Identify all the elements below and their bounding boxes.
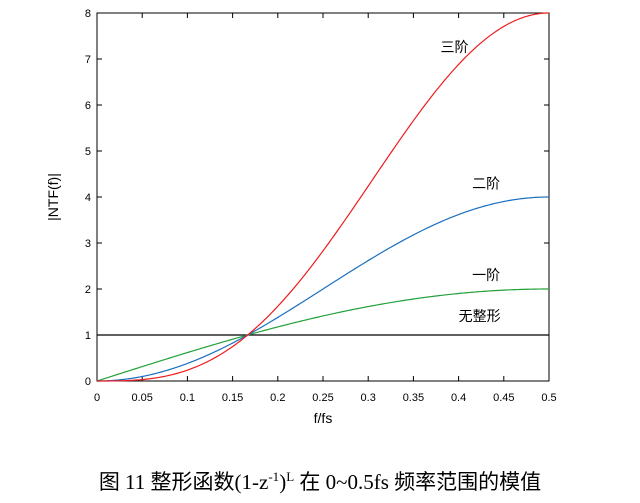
x-tick-label: 0.5 [541, 392, 556, 404]
ntf-chart: 0 0.05 0.1 0.15 0.2 0.25 0.3 0.35 0.4 0.45 0.5 0 1 2… [45, 8, 557, 426]
series-line-order-3 [97, 12, 550, 382]
caption-exponent: -1 [268, 469, 280, 484]
x-tick-label: 0.15 [222, 392, 243, 404]
y-tick-label: 4 [85, 192, 91, 204]
x-tick-label: 0.45 [493, 392, 514, 404]
series-layer [96, 12, 550, 382]
y-tick-label: 6 [85, 100, 91, 112]
y-tick-label: 3 [85, 238, 91, 250]
x-tick-label: 0.4 [451, 392, 466, 404]
y-tick-label: 0 [85, 376, 91, 388]
series-label-order-1: 一阶 [472, 268, 500, 284]
y-tick-label: 5 [85, 146, 91, 158]
x-tick-label: 0.05 [131, 392, 152, 404]
y-tick-label: 8 [85, 8, 91, 20]
y-axis-ticks: 0 1 2 3 4 5 6 7 8 [85, 8, 549, 388]
x-axis-title: f/fs [314, 410, 333, 426]
x-tick-label: 0.25 [312, 392, 333, 404]
series-label-order-2: 二阶 [472, 177, 500, 193]
series-line-order-1 [96, 288, 549, 382]
x-tick-label: 0.2 [270, 392, 285, 404]
series-line-order-2 [96, 196, 550, 382]
plot-frame [96, 12, 550, 382]
series-label-order-3: 三阶 [441, 40, 469, 56]
curve-labels: 无整形 一阶 二阶 三阶 [441, 40, 501, 325]
x-tick-label: 0.3 [361, 392, 376, 404]
y-tick-label: 2 [85, 284, 91, 296]
x-tick-label: 0.35 [403, 392, 424, 404]
series-label-order-0: 无整形 [459, 309, 501, 325]
y-axis-title: |NTF(f)| [45, 173, 61, 221]
y-tick-label: 7 [85, 54, 91, 66]
caption-prefix: 图 11 整形函数(1-z [98, 470, 269, 494]
x-tick-label: 0 [94, 392, 100, 404]
figure-caption: 图 11 整形函数(1-z-1)L 在 0~0.5fs 频率范围的模值 [0, 466, 640, 496]
x-axis-ticks: 0 0.05 0.1 0.15 0.2 0.25 0.3 0.35 0.4 0.45 0.5 [94, 13, 557, 404]
caption-paren: ) [279, 470, 287, 494]
y-tick-label: 1 [85, 330, 91, 342]
x-tick-label: 0.1 [180, 392, 195, 404]
caption-suffix: 在 0~0.5fs 频率范围的模值 [294, 470, 542, 494]
caption-power: L [286, 469, 295, 484]
